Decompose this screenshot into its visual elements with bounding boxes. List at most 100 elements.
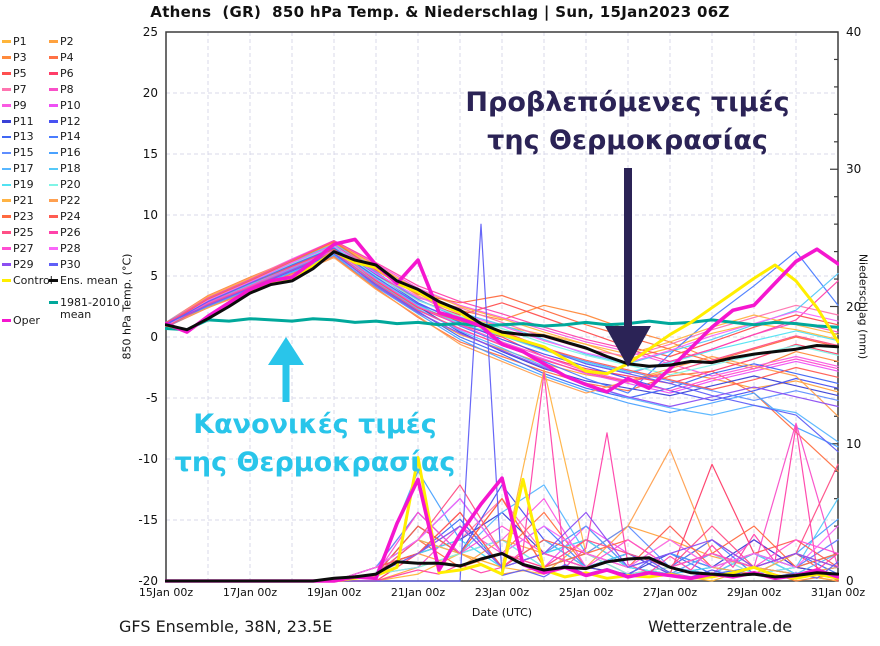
legend-label: P7	[13, 82, 27, 96]
legend-label: P27	[13, 241, 34, 255]
chart-title: Athens (GR) 850 hPa Temp. & Niederschlag…	[150, 3, 730, 21]
legend-swatch	[2, 135, 11, 139]
legend-label: P20	[60, 178, 81, 192]
xtick-1: 17Jan 00z	[222, 586, 278, 599]
ytick-right-40: 40	[846, 25, 862, 39]
annotation-normal-line2: της Θερμοκρασίας	[174, 447, 456, 478]
legend-swatch	[2, 319, 11, 322]
legend-label: P17	[13, 162, 34, 176]
legend-item-P23: P23	[2, 209, 34, 223]
xtick-8: 31Jan 00z	[810, 586, 866, 599]
legend-swatch	[49, 263, 58, 266]
legend-swatch	[2, 247, 11, 250]
legend-swatch	[49, 88, 58, 91]
annotation-normal-values: Κανονικές τιμές της Θερμοκρασίας	[150, 406, 480, 482]
legend-item-P27: P27	[2, 241, 34, 255]
legend-label: P26	[60, 225, 81, 239]
legend-item-P13: P13	[2, 131, 34, 143]
legend-item-P8: P8	[49, 82, 74, 96]
ytick-left-5: 5	[150, 269, 158, 283]
y-axis-title-right: Niederschlag (mm)	[856, 253, 870, 360]
legend-label: P15	[13, 146, 34, 160]
legend-item-P29: P29	[2, 258, 34, 271]
xtick-2: 19Jan 00z	[306, 586, 362, 599]
xtick-0: 15Jan 00z	[138, 586, 194, 599]
legend-item-P16: P16	[49, 147, 81, 159]
legend-item-P7: P7	[2, 82, 27, 96]
legend-label: P24	[60, 209, 81, 223]
legend-swatch	[2, 151, 11, 155]
legend-label: P23	[13, 209, 34, 223]
legend-swatch	[49, 40, 58, 43]
legend-item-P2: P2	[49, 36, 74, 48]
source-watermark: Wetterzentrale.de	[648, 617, 793, 636]
legend-label: P21	[13, 194, 34, 207]
legend-label: P8	[60, 82, 74, 96]
legend-label: P19	[13, 178, 34, 192]
ytick-left-0: 0	[150, 330, 158, 344]
member-temp-P26	[165, 240, 839, 362]
legend-item-P20: P20	[49, 179, 81, 191]
legend-label: P4	[60, 50, 74, 64]
member-temp-P17	[165, 251, 839, 443]
legend-item-P11: P11	[2, 115, 34, 128]
legend-item-P12: P12	[49, 114, 81, 128]
legend-label: P13	[13, 130, 34, 144]
legend-swatch	[49, 151, 58, 155]
legend-swatch	[2, 119, 11, 123]
legend-item-P18: P18	[49, 163, 81, 175]
legend-label: P12	[60, 114, 81, 128]
x-axis-title: Date (UTC)	[471, 606, 533, 619]
ytick-left-10: 10	[142, 208, 158, 222]
legend-swatch	[2, 263, 11, 266]
legend-label: Control	[13, 273, 53, 287]
main-temp-Ens. mean	[165, 250, 839, 368]
normal-arrow-head	[268, 337, 304, 365]
ytick-right-20: 20	[846, 299, 862, 314]
xtick-5: 25Jan 00z	[558, 586, 614, 599]
legend-label: P25	[13, 225, 34, 239]
legend-item-P5: P5	[2, 67, 27, 80]
xtick-7: 29Jan 00z	[726, 586, 782, 599]
legend-swatch	[2, 199, 11, 202]
legend-swatch	[49, 183, 58, 187]
legend-item-P17: P17	[2, 163, 34, 175]
legend-swatch	[49, 104, 58, 107]
legend-swatch	[49, 135, 58, 139]
legend-item-P25: P25	[2, 225, 34, 239]
ytick-left-15: 15	[142, 147, 158, 161]
legend-label: Oper	[13, 314, 40, 327]
legend-swatch	[2, 183, 11, 187]
member-temp-P9	[165, 240, 839, 377]
legend-item-P22: P22	[49, 195, 81, 207]
legend-label: P1	[13, 35, 27, 48]
xtick-3: 21Jan 00z	[390, 586, 446, 599]
legend-swatch	[49, 167, 58, 171]
legend-item-P26: P26	[49, 225, 81, 239]
legend-label: P22	[60, 194, 81, 207]
legend-swatch	[49, 199, 58, 202]
ytick-right-10: 10	[846, 436, 862, 451]
legend-swatch	[2, 215, 11, 218]
legend-swatch	[49, 247, 58, 250]
legend-swatch	[2, 40, 11, 43]
legend-item-P21: P21	[2, 195, 34, 207]
legend-item-P9: P9	[2, 99, 27, 112]
main-temp-Oper	[165, 237, 839, 394]
legend-label: 1981-2010	[60, 296, 120, 309]
legend-item-P28: P28	[49, 242, 81, 255]
member-temp-P29	[165, 252, 839, 408]
legend-item-P1: P1	[2, 36, 27, 48]
legend-item-P30: P30	[49, 258, 81, 271]
legend-swatch	[49, 278, 58, 282]
legend-swatch	[2, 278, 11, 282]
member-temp-P20	[165, 246, 839, 376]
legend-swatch	[49, 301, 58, 304]
member-temp-P27	[165, 249, 839, 392]
legend-item-Oper: Oper	[2, 315, 40, 327]
legend-swatch	[49, 56, 58, 59]
ytick-left-20: 20	[142, 86, 158, 100]
legend-item-P15: P15	[2, 147, 34, 159]
series-layer	[165, 223, 839, 583]
